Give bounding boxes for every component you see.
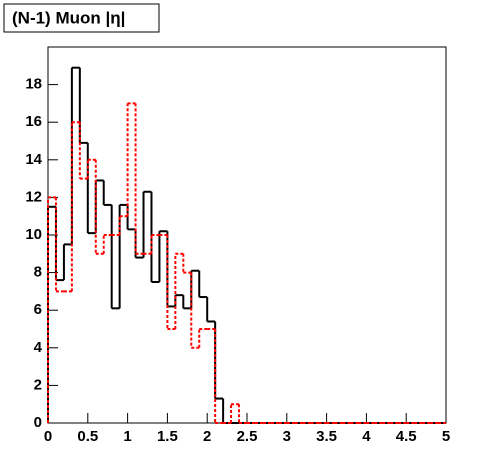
y-tick-label: 16	[25, 113, 42, 130]
y-tick-label: 18	[25, 76, 42, 93]
x-tick-label: 4.5	[396, 428, 417, 445]
y-tick-label: 4	[34, 339, 43, 356]
x-tick-label: 3	[283, 428, 291, 445]
x-tick-label: 2	[203, 428, 211, 445]
x-tick-label: 1.5	[157, 428, 178, 445]
title-box	[3, 3, 160, 33]
y-tick-label: 12	[25, 188, 42, 205]
chart-title: (N-1) Muon |η|	[12, 8, 125, 27]
y-tick-label: 14	[25, 151, 42, 168]
x-tick-label: 5	[442, 428, 450, 445]
y-tick-label: 8	[34, 264, 42, 281]
x-tick-label: 4	[362, 428, 371, 445]
x-tick-label: 3.5	[316, 428, 337, 445]
x-tick-label: 0	[44, 428, 52, 445]
y-tick-label: 0	[34, 414, 42, 431]
x-tick-label: 0.5	[77, 428, 98, 445]
x-tick-label: 2.5	[237, 428, 258, 445]
x-tick-label: 1	[123, 428, 131, 445]
y-tick-label: 6	[34, 301, 42, 318]
plot-frame	[47, 46, 447, 424]
y-tick-label: 2	[34, 376, 42, 393]
y-tick-label: 10	[25, 226, 42, 243]
